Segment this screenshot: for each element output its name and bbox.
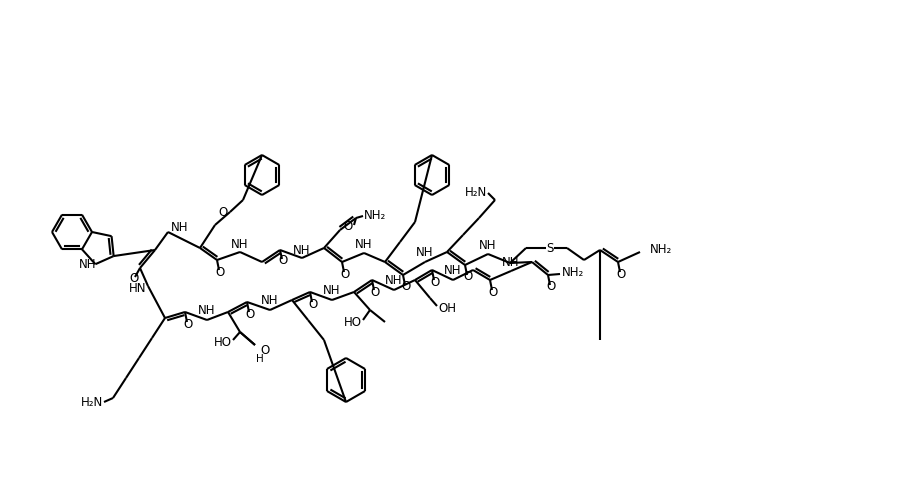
Text: HO: HO	[344, 316, 362, 328]
Text: O: O	[546, 280, 555, 294]
Text: O: O	[309, 298, 318, 310]
Text: H₂N: H₂N	[80, 397, 103, 409]
Text: NH₂: NH₂	[650, 243, 673, 255]
Text: NH: NH	[480, 239, 497, 251]
Text: O: O	[431, 275, 440, 289]
Text: O: O	[344, 219, 353, 233]
Text: NH: NH	[416, 246, 433, 260]
Text: H: H	[256, 354, 264, 364]
Text: O: O	[489, 285, 498, 299]
Text: NH: NH	[444, 265, 462, 277]
Text: NH: NH	[355, 238, 372, 250]
Text: H₂N: H₂N	[465, 186, 487, 198]
Text: O: O	[183, 318, 192, 330]
Text: O: O	[463, 271, 472, 283]
Text: HO: HO	[214, 335, 232, 349]
Text: NH: NH	[385, 274, 403, 288]
Text: O: O	[371, 285, 380, 299]
Text: OH: OH	[438, 301, 456, 315]
Text: NH: NH	[293, 244, 310, 256]
Text: NH: NH	[261, 295, 279, 307]
Text: O: O	[616, 268, 626, 280]
Text: NH: NH	[199, 304, 215, 318]
Text: NH: NH	[503, 255, 519, 269]
Text: O: O	[260, 344, 269, 356]
Text: O: O	[246, 307, 255, 321]
Text: O: O	[278, 253, 287, 267]
Text: NH: NH	[323, 284, 341, 298]
Text: O: O	[129, 272, 139, 284]
Text: S: S	[546, 242, 553, 254]
Text: NH₂: NH₂	[562, 267, 584, 279]
Text: O: O	[219, 206, 228, 218]
Text: O: O	[401, 280, 410, 294]
Text: O: O	[215, 266, 225, 278]
Text: NH: NH	[79, 258, 96, 271]
Text: O: O	[340, 268, 349, 280]
Text: HN: HN	[128, 281, 146, 295]
Text: NH: NH	[171, 220, 188, 234]
Text: NH: NH	[231, 238, 249, 250]
Text: NH₂: NH₂	[364, 209, 386, 221]
